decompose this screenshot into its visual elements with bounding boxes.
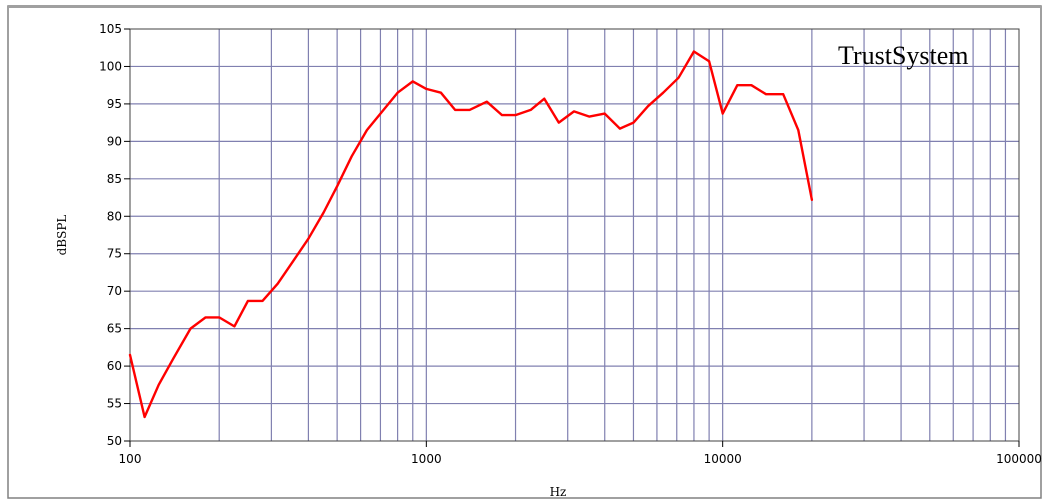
- data-point: [381, 110, 384, 113]
- data-point: [632, 121, 635, 124]
- chart-frame: [7, 5, 1042, 499]
- data-point: [454, 109, 456, 111]
- data-point: [204, 316, 207, 319]
- data-point: [189, 327, 192, 330]
- y-tick-label: 100: [99, 59, 122, 73]
- data-point: [247, 300, 249, 302]
- data-point: [797, 129, 800, 131]
- data-point: [157, 384, 160, 386]
- data-point: [619, 127, 621, 130]
- y-tick-label: 85: [107, 172, 122, 186]
- y-tick-label: 75: [107, 247, 122, 261]
- data-point: [708, 60, 710, 63]
- data-point: [366, 129, 368, 131]
- data-point: [721, 112, 724, 115]
- data-point: [468, 109, 471, 111]
- data-point: [307, 237, 310, 240]
- data-point: [647, 105, 649, 107]
- y-tick-label: 95: [107, 97, 122, 111]
- data-point: [292, 260, 294, 263]
- data-point: [218, 316, 221, 319]
- data-point: [129, 354, 131, 356]
- data-point: [276, 282, 279, 285]
- data-point: [501, 114, 503, 116]
- data-point: [233, 325, 236, 328]
- y-tick-label: 50: [107, 434, 122, 448]
- x-tick-label: 10000: [704, 452, 742, 466]
- data-point: [350, 155, 353, 158]
- y-tick-label: 80: [107, 209, 122, 223]
- x-axis-label: Hz: [550, 485, 567, 499]
- data-point: [693, 50, 695, 53]
- data-point: [486, 100, 488, 103]
- data-point: [811, 198, 813, 201]
- y-tick-label: 90: [107, 134, 122, 148]
- data-point: [677, 76, 680, 79]
- data-point: [750, 84, 753, 86]
- data-point: [662, 91, 665, 94]
- data-point: [336, 185, 338, 188]
- data-point: [603, 112, 606, 115]
- y-tick-label: 70: [107, 284, 122, 298]
- x-tick-label: 100: [119, 452, 142, 466]
- data-point: [261, 300, 264, 302]
- data-point: [558, 121, 560, 124]
- data-series: [128, 50, 814, 419]
- data-point: [573, 110, 575, 113]
- plot-area-border: [129, 28, 1020, 442]
- y-tick-label: 55: [107, 397, 122, 411]
- data-point: [440, 91, 442, 94]
- data-point: [736, 84, 739, 86]
- data-point: [143, 416, 146, 418]
- data-point: [782, 93, 784, 95]
- data-point: [588, 115, 591, 118]
- data-point: [322, 211, 325, 214]
- x-tick-label: 100000: [996, 452, 1042, 466]
- data-point: [529, 109, 532, 111]
- y-tick-label: 60: [107, 359, 122, 373]
- y-tick-label: 105: [99, 22, 122, 36]
- data-point: [411, 80, 414, 83]
- data-point: [172, 357, 175, 360]
- data-point: [396, 91, 399, 94]
- grid-lines: [130, 29, 1019, 441]
- data-point: [765, 93, 767, 95]
- y-tick-label: 65: [107, 322, 122, 336]
- x-tick-label: 1000: [411, 452, 442, 466]
- data-point: [514, 114, 517, 116]
- brand-watermark: TrustSystem: [838, 41, 969, 70]
- data-point: [543, 97, 546, 100]
- data-point: [425, 88, 428, 90]
- axis-ticks: 50 55 60 65 70 75 80 85 90 95 100 105 100 1000 10000 10…: [99, 22, 1042, 466]
- y-axis-label: dBSPL: [55, 215, 69, 256]
